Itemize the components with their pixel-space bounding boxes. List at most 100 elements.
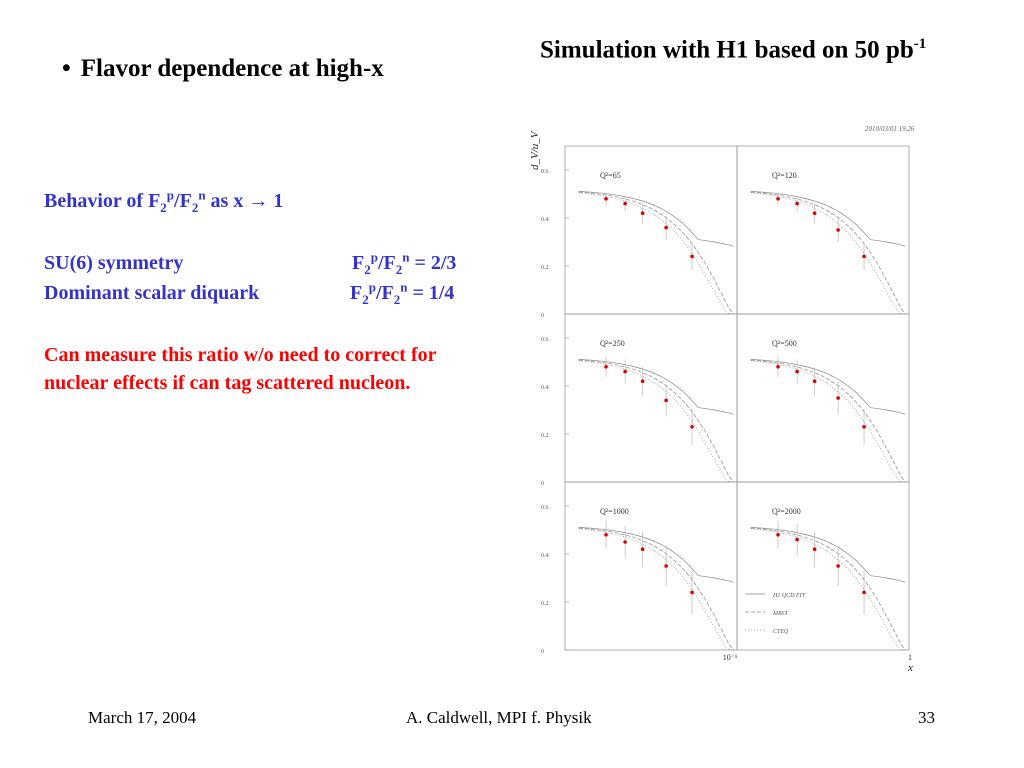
data-point [862, 590, 866, 595]
chart-panels: 0 0.2 0.4 0.6 Q²=65 Q²=120 0 0.2 0.4 0.6 Q²=250 Q²=… [541, 145, 910, 655]
data-point [836, 228, 840, 232]
data-point [812, 547, 817, 551]
behavior-suffix: as x → 1 [205, 190, 284, 212]
bullet-dot: • [62, 55, 71, 82]
su6-line: SU(6) symmetry F2p/F2n = 2/3 [44, 248, 504, 278]
su6-sub1: 2 [364, 262, 371, 277]
x-tick-label: 1 [908, 653, 912, 662]
data-point [604, 533, 608, 537]
behavior-sup2: n [198, 187, 206, 203]
panel-frame [564, 481, 738, 651]
fit-curve [750, 359, 906, 415]
panel-frame [736, 313, 910, 483]
fit-curve [750, 192, 906, 315]
fit-curve [578, 527, 734, 651]
data-point [862, 254, 866, 259]
behavior-slash: /F [174, 190, 192, 212]
legend-entry: H1 QCD FIT [772, 593, 806, 599]
diquark-value: = 1/4 [407, 282, 455, 304]
fit-curve [578, 359, 734, 483]
chart-y-label: d_V/u_V [529, 130, 541, 170]
data-point [795, 201, 799, 206]
legend-entry: CTEQ [773, 629, 789, 635]
diquark-sup2: n [400, 279, 408, 295]
su6-ratio: F2p/F2n = 2/3 [352, 248, 456, 278]
y-tick-label: 0.2 [541, 601, 549, 607]
fit-curve [578, 191, 734, 247]
data-point [776, 365, 780, 369]
footer-author: A. Caldwell, MPI f. Physik [406, 708, 592, 727]
behavior-line: Behavior of F2p/F2n as x → 1 [44, 186, 283, 216]
su6-sup1: p [370, 249, 378, 265]
panel-frame [736, 481, 910, 651]
y-tick-label: 0 [541, 313, 544, 319]
fit-curve [750, 527, 906, 583]
panel-frame [564, 145, 738, 315]
data-point [776, 533, 780, 537]
behavior-sub2: 2 [191, 200, 199, 215]
fit-curve [750, 191, 906, 315]
data-point [690, 254, 694, 259]
data-point [623, 540, 627, 544]
fit-curve [750, 191, 906, 247]
data-point [776, 197, 780, 201]
y-tick-label: 0.4 [541, 217, 549, 223]
y-tick-label: 0.2 [541, 433, 549, 439]
tagging-note: Can measure this ratio w/o need to corre… [44, 344, 437, 394]
data-point [795, 369, 799, 374]
panel-frame [564, 313, 738, 483]
fit-curve [750, 359, 906, 483]
bullet-text: Flavor dependence at high-x [80, 55, 384, 82]
simulation-title: Simulation with H1 based on 50 pb-1 [540, 28, 960, 66]
data-point [664, 398, 668, 403]
fit-curve [578, 527, 734, 583]
footer-date: March 17, 2004 [88, 708, 197, 727]
behavior-sup1: p [166, 187, 175, 203]
y-tick-label: 0 [541, 649, 544, 655]
su6-ratio-f: F [352, 252, 365, 274]
chart-corner-text: 2010/03/01 19.26 [865, 125, 915, 133]
data-point [640, 211, 645, 215]
su6-sup2: n [402, 249, 410, 265]
su6-slash: /F [377, 252, 396, 274]
data-point [836, 396, 840, 400]
data-point [836, 564, 840, 568]
fit-curve [578, 192, 734, 315]
fit-curve [578, 359, 734, 415]
diquark-sup1: p [368, 279, 376, 295]
panel-label: Q²=120 [772, 171, 797, 180]
panel-label: Q²=250 [600, 339, 625, 348]
y-tick-label: 0.6 [541, 505, 549, 511]
data-point [623, 201, 627, 206]
panel-label: Q²=1000 [600, 507, 629, 516]
diquark-line: Dominant scalar diquark F2p/F2n = 1/4 [44, 278, 504, 308]
fit-curve [750, 528, 906, 651]
data-point [604, 365, 608, 369]
su6-value: = 2/3 [409, 252, 457, 274]
data-point [664, 564, 668, 568]
data-point [664, 225, 668, 230]
diquark-ratio: F2p/F2n = 1/4 [350, 278, 454, 308]
y-tick-label: 0.6 [541, 337, 549, 343]
panel-label: Q²=65 [600, 171, 621, 180]
bullet-heading: • Flavor dependence at high-x [62, 55, 384, 83]
diquark-sub1: 2 [362, 292, 369, 307]
data-point [640, 547, 645, 551]
y-tick-label: 0.6 [541, 169, 549, 175]
data-point [640, 379, 645, 384]
y-tick-label: 0.4 [541, 385, 549, 391]
footer-page-number: 33 [918, 708, 935, 727]
data-point [862, 425, 866, 429]
su6-label: SU(6) symmetry [44, 252, 184, 274]
fit-curve [578, 528, 734, 651]
panel-frame [736, 145, 910, 315]
data-point [690, 425, 694, 429]
data-point [623, 369, 627, 374]
diquark-slash: /F [375, 282, 394, 304]
data-point [604, 197, 608, 201]
fit-curve [750, 360, 906, 483]
panel-label: Q²=500 [772, 339, 797, 348]
fit-curve [578, 360, 734, 483]
data-point [812, 379, 817, 384]
data-point [795, 537, 799, 542]
